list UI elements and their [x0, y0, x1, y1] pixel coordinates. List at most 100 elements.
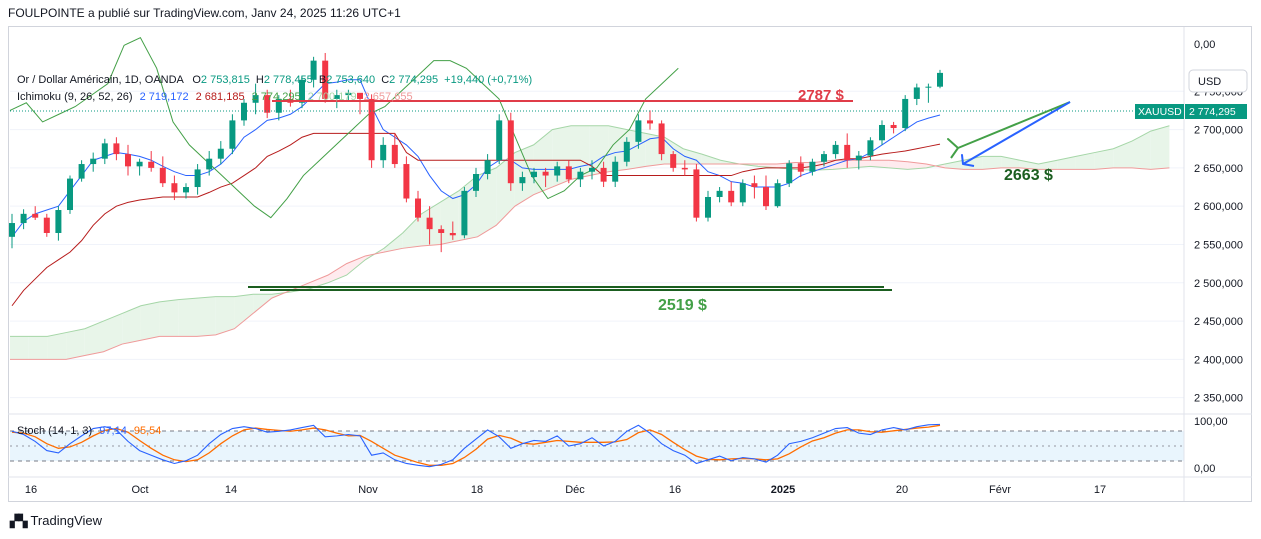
candle-body	[821, 154, 827, 162]
price-badge	[1185, 104, 1247, 119]
tradingview-logo-icon: ▞▚	[10, 513, 27, 528]
cloud-segment	[701, 154, 721, 165]
x-tick-label: 14	[225, 484, 237, 496]
span-b-line	[10, 159, 1170, 360]
cloud-segment	[402, 213, 422, 249]
candle-body	[183, 187, 189, 193]
annot-resistance: 2787 $	[798, 87, 845, 104]
cloud-segment	[982, 156, 1002, 170]
candle-body	[391, 144, 398, 165]
span-a-line	[10, 125, 1170, 337]
cloud-segment	[1075, 152, 1095, 170]
cloud-segment	[533, 129, 553, 195]
cloud-segment	[683, 148, 702, 165]
x-tick-label: 16	[669, 484, 681, 496]
candle-body	[855, 155, 862, 161]
candle-body	[612, 161, 619, 182]
price-axis: 2 350,000 2 400,000 2 450,000 2 500,000 2 55…	[1194, 86, 1243, 404]
cloud-segment	[28, 336, 48, 360]
legend-o-label: O	[192, 74, 201, 86]
cloud-segment	[870, 160, 889, 168]
footer-brand: TradingView	[30, 513, 103, 528]
y-tick-label: 2 350,000	[1194, 393, 1243, 405]
cloud-segment	[664, 137, 684, 165]
legend-b-label: B	[319, 74, 326, 86]
green-arrow	[947, 101, 1071, 159]
cloud-segment	[178, 298, 197, 337]
cloud-segment	[1094, 148, 1114, 170]
candle-body	[206, 158, 213, 170]
candle-body	[449, 232, 456, 236]
cloud-segment	[440, 190, 459, 245]
blue-arrow	[961, 101, 1071, 167]
cloud-segment	[234, 294, 254, 329]
candle-body	[310, 60, 317, 80]
cloud-segment	[66, 328, 85, 360]
x-tick-label: 18	[471, 484, 483, 496]
candle-body	[681, 167, 688, 170]
candle-body	[913, 87, 920, 99]
ichimoku-lines	[9, 37, 1170, 360]
x-tick-label: Oct	[131, 484, 148, 496]
candle-body	[786, 163, 793, 184]
candle-body	[275, 98, 282, 113]
legend-c-label: C	[381, 74, 389, 86]
candle-body	[867, 140, 874, 156]
candle-body	[299, 79, 305, 103]
cloud-segment	[140, 301, 160, 341]
cloud-segment	[477, 167, 497, 237]
cloud-segment	[197, 296, 216, 337]
legend-c: 2 774,295	[389, 74, 438, 86]
legend-symbol[interactable]: Or / Dollar Américain, 1D, OANDA O2 753,…	[17, 74, 532, 86]
legend-ichimoku[interactable]: Ichimoku (9, 26, 52, 26) 2 719,172 2 681…	[17, 91, 413, 103]
candle-body	[797, 163, 804, 172]
cloud-segment	[253, 294, 272, 314]
cloud-segment	[47, 332, 67, 360]
candle-body	[937, 72, 943, 87]
x-tick-label: Déc	[565, 484, 585, 496]
candle-body	[403, 164, 410, 199]
candles	[9, 52, 943, 253]
candle-body	[229, 120, 236, 149]
candle-body	[20, 213, 27, 224]
candle-body	[600, 167, 607, 182]
candle-body	[9, 223, 15, 237]
candle-body	[844, 144, 851, 161]
candle-body	[705, 196, 711, 218]
stoch-label: Stoch (14, 1, 3)	[17, 425, 92, 437]
cloud-segment	[1019, 160, 1039, 170]
candle-body	[171, 183, 178, 193]
candle-body	[55, 210, 62, 233]
base-line	[11, 132, 941, 307]
legend-stoch[interactable]: Stoch (14, 1, 3) 97,14 95,54	[17, 425, 161, 437]
stoch-axis-top: 100,00	[1194, 416, 1228, 428]
ichimoku-v2: 2 681,185	[196, 91, 245, 103]
annot-support: 2519 $	[658, 297, 707, 314]
cloud-segment	[945, 160, 964, 170]
y-top-label: 0,00	[1194, 39, 1215, 51]
price-badge-text: 2 774,295	[1189, 106, 1236, 118]
footer[interactable]: ▞▚ TradingView	[10, 513, 102, 528]
candle-body	[565, 166, 572, 180]
candle-body	[728, 190, 735, 203]
currency-button[interactable]	[1188, 69, 1248, 93]
y-tick-label: 2 400,000	[1194, 354, 1243, 366]
x-tick-label: Févr	[989, 484, 1011, 496]
cloud-segment	[309, 275, 328, 289]
candle-body	[345, 92, 352, 96]
candle-body	[217, 148, 224, 159]
candle-body	[125, 154, 131, 167]
candle-body	[484, 160, 491, 175]
candle-body	[693, 169, 700, 218]
candle-body	[101, 143, 108, 159]
cloud-segment	[327, 263, 347, 283]
candle-body	[148, 161, 155, 168]
currency-button-label: USD	[1198, 76, 1221, 88]
ichimoku-v1: 2 719,172	[140, 91, 189, 103]
candle-body	[623, 141, 630, 162]
cloud-segment	[608, 125, 628, 172]
candle-body	[739, 183, 746, 203]
candle-body	[554, 166, 561, 176]
candle-body	[589, 167, 595, 172]
